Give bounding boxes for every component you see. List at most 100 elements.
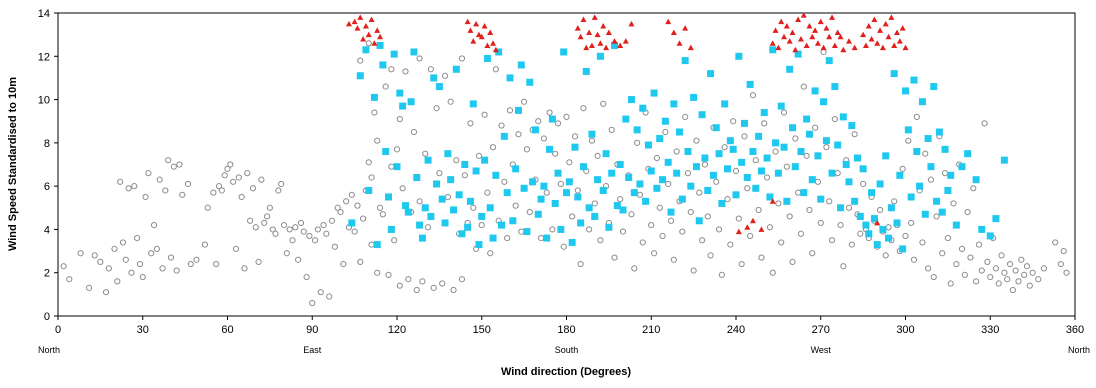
data-point-triangle — [879, 44, 886, 51]
data-point-circle — [546, 109, 553, 116]
data-point-square — [851, 197, 859, 205]
data-point-circle — [1006, 260, 1014, 268]
data-point-square — [588, 130, 596, 138]
data-point-triangle — [812, 27, 819, 33]
data-point-circle — [721, 144, 728, 151]
data-point-triangle — [775, 44, 782, 51]
data-point-square — [382, 148, 390, 156]
data-point-square — [517, 61, 525, 69]
data-point-triangle — [840, 46, 847, 53]
data-point-circle — [374, 269, 381, 276]
data-point-square — [978, 225, 986, 233]
data-point-circle — [594, 152, 601, 159]
data-point-square — [825, 57, 833, 65]
data-point-square — [625, 173, 633, 181]
data-point-square — [452, 65, 460, 73]
data-point-circle — [145, 170, 152, 177]
data-point-square — [814, 152, 822, 160]
data-point-circle — [148, 250, 155, 257]
data-point-square — [924, 135, 932, 143]
data-point-square — [498, 221, 506, 229]
compass-label: North — [1068, 345, 1090, 355]
data-point-circle — [150, 222, 158, 229]
data-point-square — [526, 78, 534, 86]
data-point-triangle — [894, 29, 901, 35]
data-point-circle — [365, 40, 372, 47]
data-point-circle — [995, 280, 1002, 287]
data-point-triangle — [603, 44, 610, 51]
data-point-circle — [780, 109, 788, 116]
data-point-circle — [167, 254, 175, 261]
data-point-circle — [326, 293, 333, 300]
data-point-square — [718, 199, 726, 207]
data-point-circle — [947, 280, 954, 287]
data-point-circle — [328, 217, 336, 224]
data-point-circle — [210, 189, 217, 196]
data-point-circle — [1018, 256, 1025, 263]
data-point-circle — [665, 180, 672, 188]
data-point-square — [416, 221, 424, 229]
data-point-circle — [487, 250, 494, 257]
data-point-square — [399, 102, 407, 110]
data-point-circle — [975, 241, 983, 248]
data-point-square — [447, 176, 455, 184]
data-point-circle — [552, 150, 559, 157]
data-point-circle — [580, 105, 587, 112]
data-point-square — [503, 189, 511, 197]
data-point-circle — [422, 150, 429, 157]
data-point-square — [435, 83, 443, 91]
data-point-triangle — [628, 20, 635, 27]
data-point-square — [611, 41, 619, 49]
data-point-circle — [91, 252, 98, 259]
data-point-triangle — [470, 38, 477, 44]
data-point-circle — [385, 271, 392, 278]
data-point-square — [797, 148, 805, 156]
data-point-triangle — [594, 31, 601, 38]
data-point-square — [554, 169, 562, 177]
data-point-square — [421, 204, 429, 212]
data-point-circle — [97, 258, 104, 265]
data-point-triangle — [803, 42, 810, 48]
data-point-circle — [201, 241, 208, 248]
data-point-square — [862, 221, 870, 229]
data-point-circle — [303, 273, 310, 281]
data-point-circle — [631, 265, 638, 272]
data-point-circle — [789, 258, 796, 265]
data-point-circle — [458, 276, 466, 283]
data-point-circle — [950, 200, 957, 207]
data-point-square — [808, 176, 816, 184]
data-point-square — [695, 217, 703, 225]
data-point-circle — [851, 131, 858, 138]
data-point-square — [659, 176, 667, 184]
data-point-triangle — [597, 40, 604, 46]
x-tick-label: 300 — [896, 324, 914, 336]
data-point-square — [681, 57, 689, 65]
data-point-square — [885, 234, 893, 242]
data-point-circle — [244, 170, 251, 177]
data-point-circle — [331, 243, 338, 250]
data-point-circle — [1040, 265, 1048, 272]
data-point-triangle — [891, 42, 898, 48]
data-point-circle — [755, 206, 762, 214]
data-point-circle — [840, 263, 847, 270]
data-point-square — [964, 150, 972, 158]
data-point-triangle — [478, 33, 485, 40]
data-point-circle — [410, 128, 418, 136]
data-point-circle — [314, 226, 321, 233]
data-point-circle — [430, 284, 437, 291]
data-point-circle — [441, 72, 449, 79]
x-tick-label: 60 — [221, 324, 233, 336]
data-point-circle — [360, 215, 367, 222]
data-point-square — [673, 169, 681, 177]
data-point-square — [455, 191, 463, 199]
data-point-square — [777, 102, 785, 110]
data-point-circle — [902, 232, 909, 240]
data-point-triangle — [580, 16, 587, 22]
data-point-circle — [786, 213, 793, 220]
data-point-circle — [792, 135, 799, 142]
data-point-circle — [518, 228, 525, 235]
data-point-circle — [535, 118, 542, 125]
data-point-square — [876, 180, 884, 188]
data-point-circle — [388, 66, 395, 73]
data-point-circle — [537, 234, 545, 242]
